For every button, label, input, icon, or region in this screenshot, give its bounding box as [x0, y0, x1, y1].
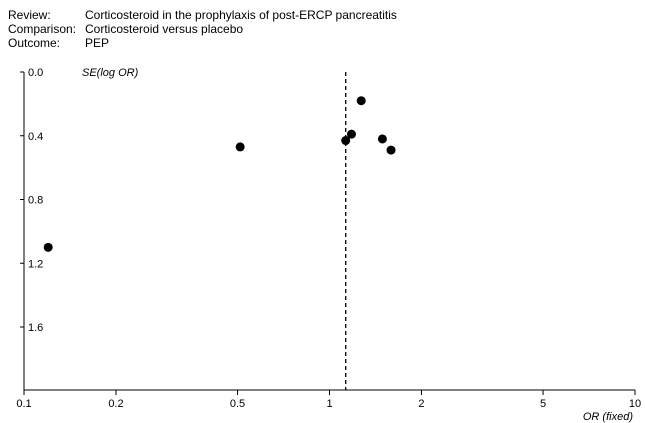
data-point	[341, 136, 351, 146]
x-tick-label: 2	[418, 398, 424, 410]
outcome-label: Outcome:	[8, 36, 61, 50]
data-point	[377, 134, 387, 144]
comparison-row: Comparison: Corticosteroid versus placeb…	[8, 22, 397, 36]
x-tick-label: 1	[326, 398, 332, 410]
data-point	[346, 129, 356, 139]
review-value: Corticosteroid in the prophylaxis of pos…	[85, 8, 397, 22]
y-tick-label: 0.0	[28, 67, 43, 79]
y-axis-title: SE(log OR)	[82, 67, 139, 79]
x-tick-label: 5	[540, 398, 546, 410]
x-tick-label: 0.5	[230, 398, 245, 410]
data-point	[356, 96, 366, 106]
y-tick-label: 1.2	[28, 258, 43, 270]
comparison-value: Corticosteroid versus placebo	[85, 22, 244, 36]
outcome-value: PEP	[85, 36, 110, 50]
data-point	[235, 142, 245, 152]
data-point	[43, 242, 53, 252]
review-label: Review:	[8, 8, 51, 22]
outcome-row: Outcome: PEP	[8, 36, 397, 50]
review-row: Review: Corticosteroid in the prophylaxi…	[8, 8, 397, 22]
x-tick-label: 0.1	[16, 398, 31, 410]
x-tick-label: 10	[629, 398, 641, 410]
y-tick-label: 1.6	[28, 322, 43, 334]
data-points	[43, 96, 396, 252]
x-tick-label: 0.2	[108, 398, 123, 410]
y-tick-label: 0.4	[28, 131, 43, 143]
plot-axes: 0.0 0.4 0.8 1.2 1.6 0.1 0.2 0.5 1 2 5 10	[16, 67, 641, 410]
data-point	[386, 145, 396, 155]
y-tick-label: 0.8	[28, 195, 43, 207]
x-axis-title: OR (fixed)	[583, 411, 633, 423]
chart-header: Review: Corticosteroid in the prophylaxi…	[8, 8, 397, 50]
comparison-label: Comparison:	[8, 22, 77, 36]
